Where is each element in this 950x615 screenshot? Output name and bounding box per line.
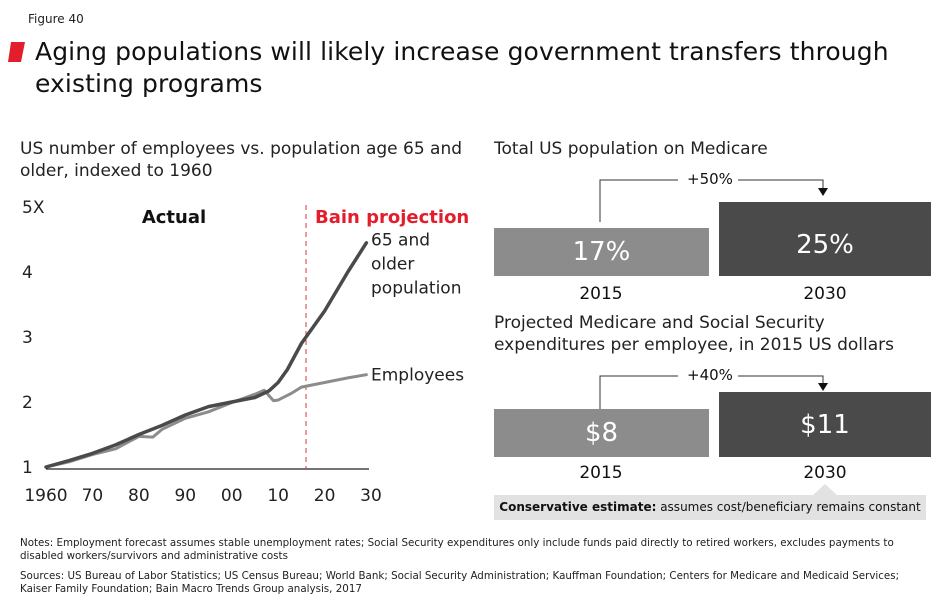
sources-text: Sources: US Bureau of Labor Statistics; … xyxy=(20,570,900,595)
y-tick-label: 2 xyxy=(22,393,33,413)
figure-label: Figure 40 xyxy=(28,12,84,26)
expenditure-change-label: +40% xyxy=(687,366,733,384)
y-tick-label: 4 xyxy=(22,263,33,283)
medicare-change-label: +50% xyxy=(687,170,733,188)
expenditure-value-2015: $8 xyxy=(584,418,619,448)
conservative-estimate-box: Conservative estimate: assumes cost/bene… xyxy=(494,495,926,520)
expenditure-change-arrow-icon xyxy=(599,375,828,414)
expenditure-value-2030: $11 xyxy=(800,409,850,440)
y-tick-label: 3 xyxy=(22,328,33,348)
notes-text: Notes: Employment forecast assumes stabl… xyxy=(20,537,894,562)
line-chart-title: US number of employees vs. population ag… xyxy=(20,139,463,181)
series-label-employees: Employees xyxy=(371,366,464,386)
x-tick-label: 80 xyxy=(128,486,150,506)
y-tick-label: 5X xyxy=(22,198,45,218)
accent-mark-icon xyxy=(8,42,25,62)
medicare-value-2015: 17% xyxy=(572,237,631,267)
estimate-bold-label: Conservative estimate: xyxy=(499,500,657,514)
estimate-pointer-icon xyxy=(812,484,838,496)
medicare-year-2030: 2030 xyxy=(803,284,847,304)
medicare-change-arrow-icon xyxy=(599,179,828,222)
page-title: Aging populations will likely increase g… xyxy=(35,37,889,98)
x-tick-label: 10 xyxy=(267,486,289,506)
expenditure-bar-2015: $8 xyxy=(494,409,709,457)
actual-label: Actual xyxy=(142,207,206,228)
x-tick-label: 1960 xyxy=(24,486,67,506)
expenditure-chart-title: Projected Medicare and Social Security e… xyxy=(494,313,895,355)
y-tick-label: 1 xyxy=(22,458,33,478)
x-tick-label: 00 xyxy=(221,486,243,506)
medicare-value-2030: 25% xyxy=(796,230,854,260)
medicare-year-2015: 2015 xyxy=(579,284,623,304)
estimate-text: assumes cost/beneficiary remains constan… xyxy=(656,500,921,514)
series-label-65-older: 65 and xyxy=(371,231,430,251)
x-tick-label: 30 xyxy=(360,486,382,506)
series-label-65-older: older xyxy=(371,255,414,275)
x-tick-label: 90 xyxy=(174,486,196,506)
expenditure-year-2030: 2030 xyxy=(803,463,847,483)
expenditure-bar-2030: $11 xyxy=(719,392,931,457)
medicare-bar-2030: 25% xyxy=(719,202,931,276)
x-tick-label: 20 xyxy=(314,486,336,506)
series-line-65-older xyxy=(44,241,369,469)
medicare-bar-2015: 17% xyxy=(494,228,709,276)
x-tick-label: 70 xyxy=(82,486,104,506)
medicare-chart-title: Total US population on Medicare xyxy=(494,139,768,159)
projection-label: Bain projection xyxy=(315,207,469,228)
line-chart: 1 2 3 4 5X 1960 70 80 90 00 10 20 30 Actual Bain proje… xyxy=(22,198,469,506)
series-label-65-older: population xyxy=(371,279,461,299)
expenditure-year-2015: 2015 xyxy=(579,463,623,483)
